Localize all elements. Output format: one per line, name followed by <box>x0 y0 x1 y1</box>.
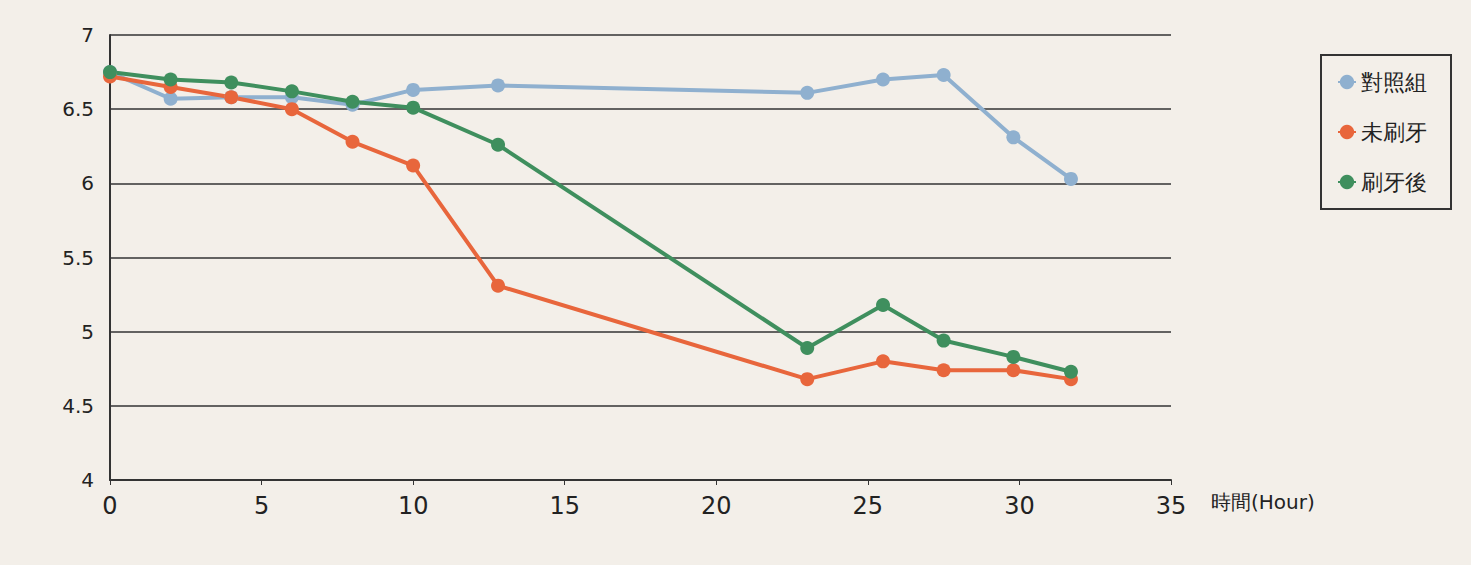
svg-text:時間(Hour): 時間(Hour) <box>1211 490 1315 514</box>
svg-text:35: 35 <box>1156 492 1187 520</box>
svg-text:5: 5 <box>254 492 269 520</box>
svg-text:未刷牙: 未刷牙 <box>1361 120 1427 145</box>
svg-text:10: 10 <box>398 492 429 520</box>
svg-text:7: 7 <box>81 23 94 47</box>
svg-text:6: 6 <box>81 171 94 195</box>
svg-text:5: 5 <box>81 320 94 344</box>
svg-text:4.5: 4.5 <box>62 394 94 418</box>
svg-text:5.5: 5.5 <box>62 246 94 270</box>
svg-text:0: 0 <box>102 492 117 520</box>
svg-text:15: 15 <box>549 492 580 520</box>
svg-text:30: 30 <box>1004 492 1035 520</box>
svg-text:對照組: 對照組 <box>1361 70 1427 95</box>
svg-text:20: 20 <box>701 492 732 520</box>
svg-text:6.5: 6.5 <box>62 97 94 121</box>
svg-text:4: 4 <box>81 468 94 492</box>
svg-text:25: 25 <box>853 492 884 520</box>
svg-text:刷牙後: 刷牙後 <box>1361 170 1427 195</box>
